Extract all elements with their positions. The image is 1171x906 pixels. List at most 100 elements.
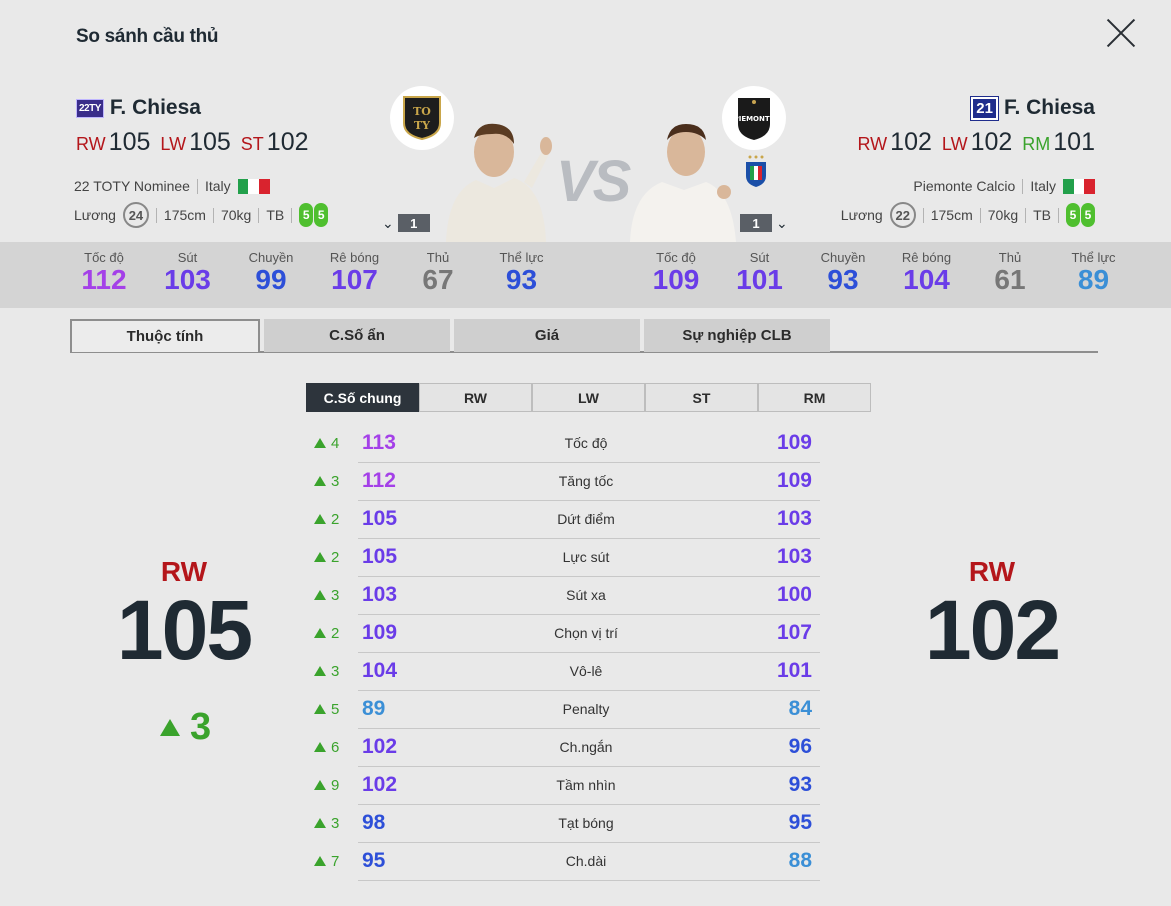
left-overall-value: 105 [116, 583, 253, 677]
attr-name: Chọn vị trí [554, 625, 618, 641]
stat-value: 109 [652, 264, 700, 295]
left-salary-label: Lương [74, 207, 116, 223]
right-pos-value: 102 [970, 128, 1013, 156]
right-attr-value: 96 [788, 735, 812, 758]
left-level-box[interactable]: ⌄ 1 [382, 214, 430, 232]
left-stat: Chuyền 99 [236, 250, 306, 295]
subtab-rm[interactable]: RM [758, 383, 871, 412]
left-feet-icon: 5 5 [299, 203, 329, 227]
right-overall-position: RW [968, 556, 1016, 587]
diff-indicator: 4 [314, 435, 339, 452]
stat-label: Rê bóng [901, 250, 952, 265]
left-attr-value: 105 [362, 545, 398, 568]
right-summary-stats: Tốc độ 109 Sút 101 Chuyền 93 Rê bóng 104 Thủ… [641, 250, 1129, 295]
left-attr-value: 112 [362, 469, 396, 492]
tab-club-career[interactable]: Sự nghiệp CLB [644, 319, 830, 352]
stat-value: 67 [422, 264, 454, 295]
left-attr-value: 95 [362, 849, 386, 872]
right-pos-value: 102 [890, 128, 932, 156]
stat-label: Thể lực [1071, 250, 1116, 265]
attr-name: Lực sút [562, 549, 610, 565]
right-season-badge: 21 [970, 95, 999, 121]
subtab-general[interactable]: C.Số chung [306, 383, 419, 412]
stat-label: Tốc độ [656, 250, 696, 265]
attr-name: Sút xa [566, 587, 606, 603]
tab-hidden-stats[interactable]: C.Số ẩn [264, 319, 450, 352]
left-team-info: 22 TOTY Nominee Italy [74, 178, 270, 194]
tab-underline [70, 351, 1098, 353]
delta-value: 3 [190, 706, 212, 748]
right-overall-value: 102 [924, 583, 1061, 677]
svg-text:PIEMONTE: PIEMONTE [734, 115, 774, 123]
diff-indicator: 5 [314, 701, 339, 718]
left-attr-value: 102 [362, 735, 398, 758]
right-pos-label: LW [941, 134, 968, 154]
left-pos-value: 105 [108, 128, 151, 156]
right-stat: Rê bóng 104 [892, 250, 962, 295]
stat-value: 93 [827, 264, 859, 295]
left-pos-value: 105 [189, 128, 231, 156]
stat-value: 89 [1077, 264, 1110, 295]
left-stat: Tốc độ 112 [69, 250, 139, 295]
diff-indicator: 3 [314, 473, 339, 490]
stat-label: Tốc độ [84, 250, 124, 265]
stat-label: Chuyền [248, 250, 294, 265]
right-country: Italy [1030, 178, 1056, 194]
subtab-rw[interactable]: RW [419, 383, 532, 412]
left-stat: Sút 103 [153, 250, 223, 295]
diff-indicator: 3 [314, 587, 339, 604]
attr-name: Dứt điểm [557, 511, 615, 527]
right-stat: Tốc độ 109 [641, 250, 711, 295]
right-level-box[interactable]: 1 ⌄ [740, 214, 788, 232]
right-attr-value: 107 [776, 621, 812, 644]
chevron-down-icon[interactable]: ⌄ [382, 214, 394, 231]
right-pos-value: 101 [1053, 128, 1095, 156]
left-overall-position: RW [160, 556, 208, 587]
overall-delta: 3 [160, 706, 211, 749]
right-overall: RW 102 [922, 556, 1062, 672]
left-overall: RW 105 [114, 556, 254, 672]
left-season-badge: 22TY [76, 98, 104, 118]
right-height: 175cm [930, 207, 973, 223]
attribute-row: 5 89 Penalty 84 [306, 691, 826, 729]
attr-name: Penalty [562, 701, 610, 717]
left-weight: 70kg [220, 207, 252, 223]
attribute-row: 6 102 Ch.ngắn 96 [306, 729, 826, 767]
italy-badge-icon [746, 155, 766, 187]
stat-label: Rê bóng [329, 250, 380, 265]
right-weight: 70kg [987, 207, 1019, 223]
subtab-st[interactable]: ST [645, 383, 758, 412]
italy-flag-icon [237, 178, 270, 194]
left-stat: Thể lực 93 [487, 250, 557, 295]
right-physical-info: Lương 22 175cm 70kg TB 5 5 [841, 202, 1095, 228]
diff-indicator: 2 [314, 625, 339, 642]
close-icon[interactable] [1104, 16, 1138, 50]
tab-attributes[interactable]: Thuộc tính [70, 319, 260, 352]
left-country: Italy [204, 178, 231, 194]
subtab-lw[interactable]: LW [532, 383, 645, 412]
chevron-down-icon[interactable]: ⌄ [776, 214, 788, 231]
right-attr-value: 100 [776, 583, 812, 606]
attr-name: Tăng tốc [558, 473, 614, 489]
attribute-row: 3 98 Tạt bóng 95 [306, 805, 826, 843]
tab-price[interactable]: Giá [454, 319, 640, 352]
attr-name: Vô-lê [569, 663, 603, 679]
stat-value: 101 [736, 264, 783, 295]
left-attr-value: 102 [362, 773, 398, 796]
left-attr-value: 89 [362, 697, 386, 720]
attribute-row: 7 95 Ch.dài 88 [306, 843, 826, 881]
position-subtabs: C.Số chung RW LW ST RM [306, 383, 871, 412]
right-team: Piemonte Calcio [913, 178, 1016, 194]
left-stat: Rê bóng 107 [320, 250, 390, 295]
vs-label: VS [556, 149, 631, 214]
page-title: So sánh cầu thủ [76, 26, 219, 47]
right-stat: Thủ 61 [975, 250, 1045, 295]
left-pos-label: LW [160, 134, 187, 154]
right-player-name-row: 21 F. Chiesa [970, 95, 1095, 121]
attribute-row: 9 102 Tầm nhìn 93 [306, 767, 826, 805]
right-attr-value: 103 [776, 545, 812, 568]
attr-name: Tạt bóng [558, 815, 614, 831]
right-attr-value: 93 [788, 773, 812, 796]
svg-text:TO: TO [413, 105, 431, 118]
left-player-name: F. Chiesa [109, 96, 201, 119]
